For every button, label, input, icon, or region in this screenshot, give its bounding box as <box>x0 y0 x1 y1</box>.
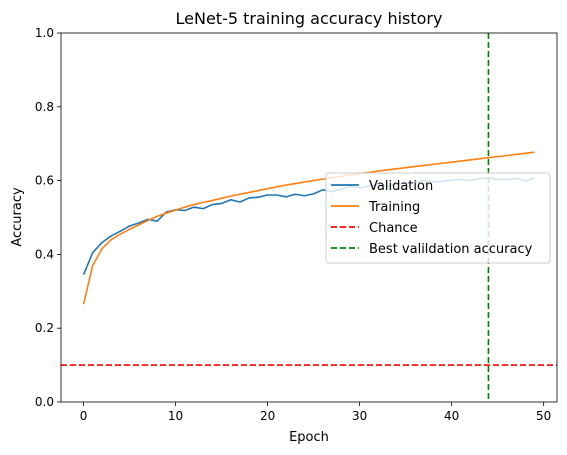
legend-label-best-validation: Best valildation accuracy <box>369 242 533 257</box>
y-tick-label: 0.0 <box>35 395 54 409</box>
y-tick-label: 0.2 <box>35 321 54 335</box>
x-axis-ticks: 0 10 20 30 40 50 <box>80 402 551 423</box>
x-axis-label: Epoch <box>289 430 329 445</box>
legend-frame <box>325 172 551 264</box>
legend-label-chance: Chance <box>369 221 418 236</box>
chart-title: LeNet-5 training accuracy history <box>176 9 443 28</box>
y-tick-label: 0.4 <box>35 247 54 261</box>
series-line-training <box>82 151 535 305</box>
y-axis-ticks: 0.0 0.2 0.4 0.6 0.8 1.0 <box>35 26 61 409</box>
legend-label-training: Training <box>368 200 420 215</box>
y-tick-label: 1.0 <box>35 26 54 40</box>
x-tick-label: 20 <box>260 409 275 423</box>
x-tick-label: 40 <box>444 409 459 423</box>
x-tick-label: 30 <box>352 409 367 423</box>
y-axis-label: Accuracy <box>10 187 25 247</box>
plot-frame <box>60 32 558 403</box>
legend: Validation Training Chance Best valildat… <box>325 172 551 264</box>
legend-label-validation: Validation <box>369 179 433 194</box>
x-tick-label: 0 <box>80 409 88 423</box>
x-tick-label: 10 <box>168 409 183 423</box>
y-tick-label: 0.8 <box>35 100 54 114</box>
y-tick-label: 0.6 <box>35 174 54 188</box>
x-tick-label: 50 <box>536 409 551 423</box>
